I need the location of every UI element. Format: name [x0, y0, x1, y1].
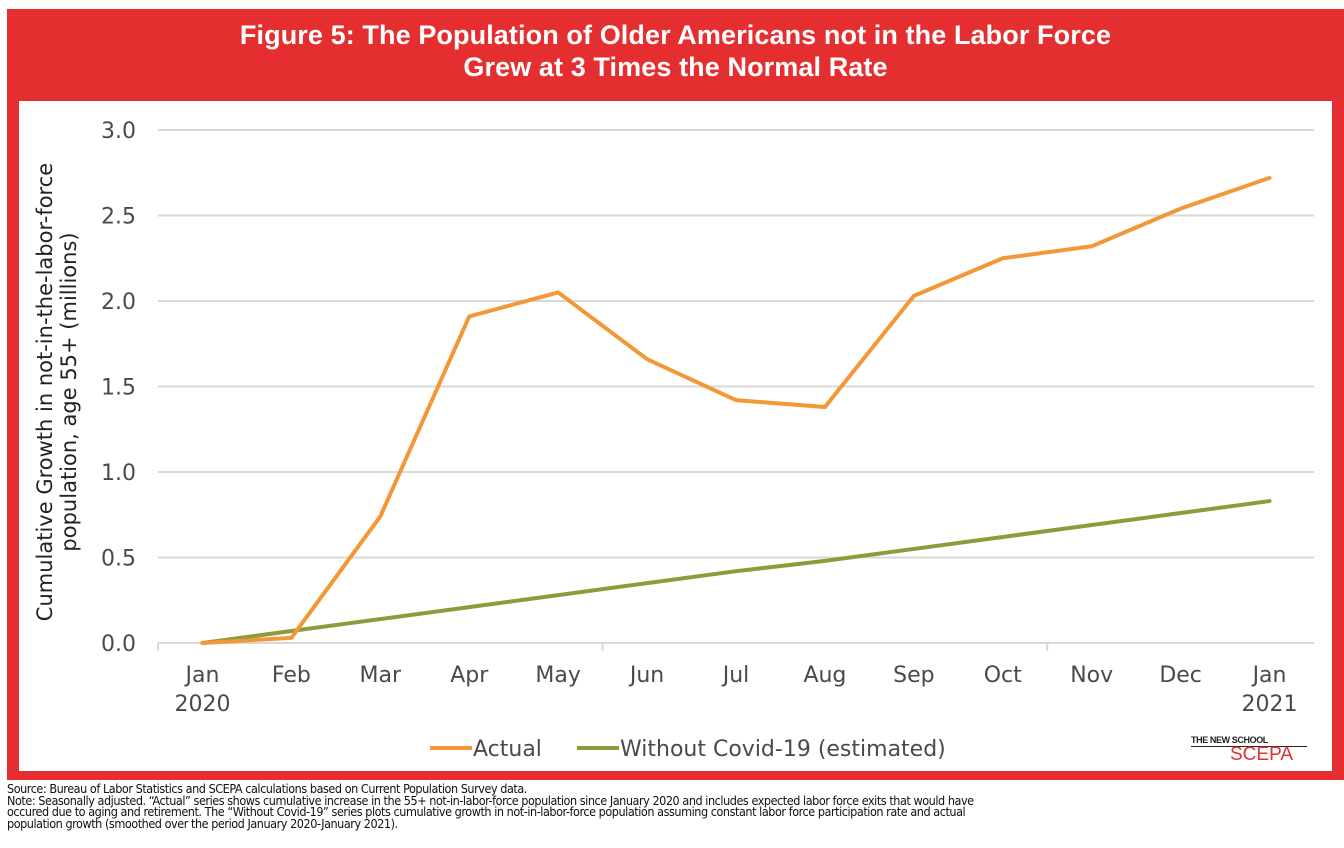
y-tick-label: 0.0: [101, 632, 136, 657]
figure-title: Figure 5: The Population of Older Americ…: [7, 19, 1344, 83]
x-tick-label: Apr: [450, 663, 489, 688]
x-tick-label: Jun: [628, 663, 664, 688]
note-line-3: population growth (smoothed over the per…: [7, 815, 398, 831]
title-line-1: Figure 5: The Population of Older Americ…: [239, 20, 1112, 50]
title-line-2: Grew at 3 Times the Normal Rate: [463, 52, 888, 82]
figure-frame: Figure 5: The Population of Older Americ…: [7, 9, 1344, 780]
figure-notes: Source: Bureau of Labor Statistics and S…: [7, 781, 1341, 831]
x-tick-year-label: 2021: [1242, 692, 1298, 717]
series-line-actual: [200, 175, 1272, 645]
legend: Actual Without Covid-19 (estimated): [430, 737, 946, 762]
series-line-without-covid-19-estimated: [200, 499, 1272, 645]
legend-label: Actual: [473, 737, 542, 762]
note-line-1: Note: Seasonally adjusted. “Actual” seri…: [7, 792, 974, 808]
x-tick-label: Aug: [803, 663, 846, 688]
x-tick-year-label: 2020: [174, 692, 230, 717]
chart-panel: [19, 101, 1332, 771]
y-tick-label: 2.0: [101, 290, 136, 315]
note-line-2: occured due to aging and retirement. The…: [7, 804, 966, 820]
y-tick-label: 3.0: [101, 119, 136, 144]
y-tick-label: 2.5: [101, 205, 136, 230]
x-tick-label: Mar: [360, 663, 402, 688]
x-axis-ticks: Jan 2020 Feb Mar Apr May Jun Jul Aug Sep Oct Nov Dec…: [174, 663, 1297, 717]
x-tick-label: Feb: [272, 663, 311, 688]
x-tick-label: Dec: [1159, 663, 1202, 688]
legend-label: Without Covid-19 (estimated): [620, 737, 946, 762]
x-tick-label: May: [535, 663, 580, 688]
gridlines: [158, 129, 1314, 559]
logo-new-school: THE NEW SCHOOL: [1191, 735, 1307, 747]
y-axis-label-line-1: Cumulative Growth in not-in-the-labor-fo…: [33, 163, 57, 621]
x-axis: [157, 642, 1314, 651]
x-tick-label: Jan: [184, 663, 220, 688]
logo-scepa: SCEPA: [1230, 744, 1294, 765]
y-tick-label: 0.5: [101, 547, 136, 572]
x-tick-label: Jul: [721, 663, 750, 688]
line-chart: 0.0 0.5 1.0 1.5 2.0 2.5 3.0 Jan 2020 Feb Mar Apr Ma…: [33, 119, 1314, 762]
y-tick-label: 1.0: [101, 461, 136, 486]
source-note: Source: Bureau of Labor Statistics and S…: [7, 781, 527, 796]
y-tick-label: 1.5: [101, 376, 136, 401]
x-tick-label: Sep: [893, 663, 934, 688]
x-tick-label: Jan: [1251, 663, 1287, 688]
y-axis-label-line-2: population, age 55+ (millions): [57, 232, 81, 551]
y-axis-ticks: 0.0 0.5 1.0 1.5 2.0 2.5 3.0: [101, 119, 136, 657]
x-tick-label: Nov: [1070, 663, 1113, 688]
series-lines: [200, 175, 1272, 645]
x-tick-label: Oct: [984, 663, 1022, 688]
